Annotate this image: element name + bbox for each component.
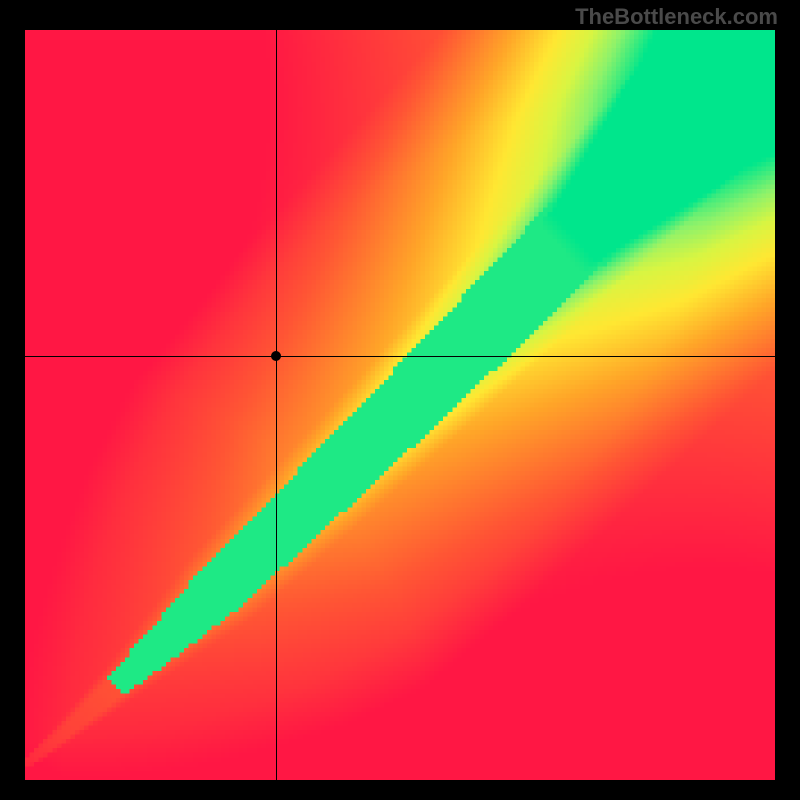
heatmap-plot bbox=[25, 30, 775, 780]
heatmap-canvas bbox=[25, 30, 775, 780]
crosshair-marker bbox=[271, 351, 281, 361]
watermark-text: TheBottleneck.com bbox=[575, 4, 778, 30]
crosshair-horizontal bbox=[25, 356, 775, 357]
chart-container: TheBottleneck.com bbox=[0, 0, 800, 800]
crosshair-vertical bbox=[276, 30, 277, 780]
